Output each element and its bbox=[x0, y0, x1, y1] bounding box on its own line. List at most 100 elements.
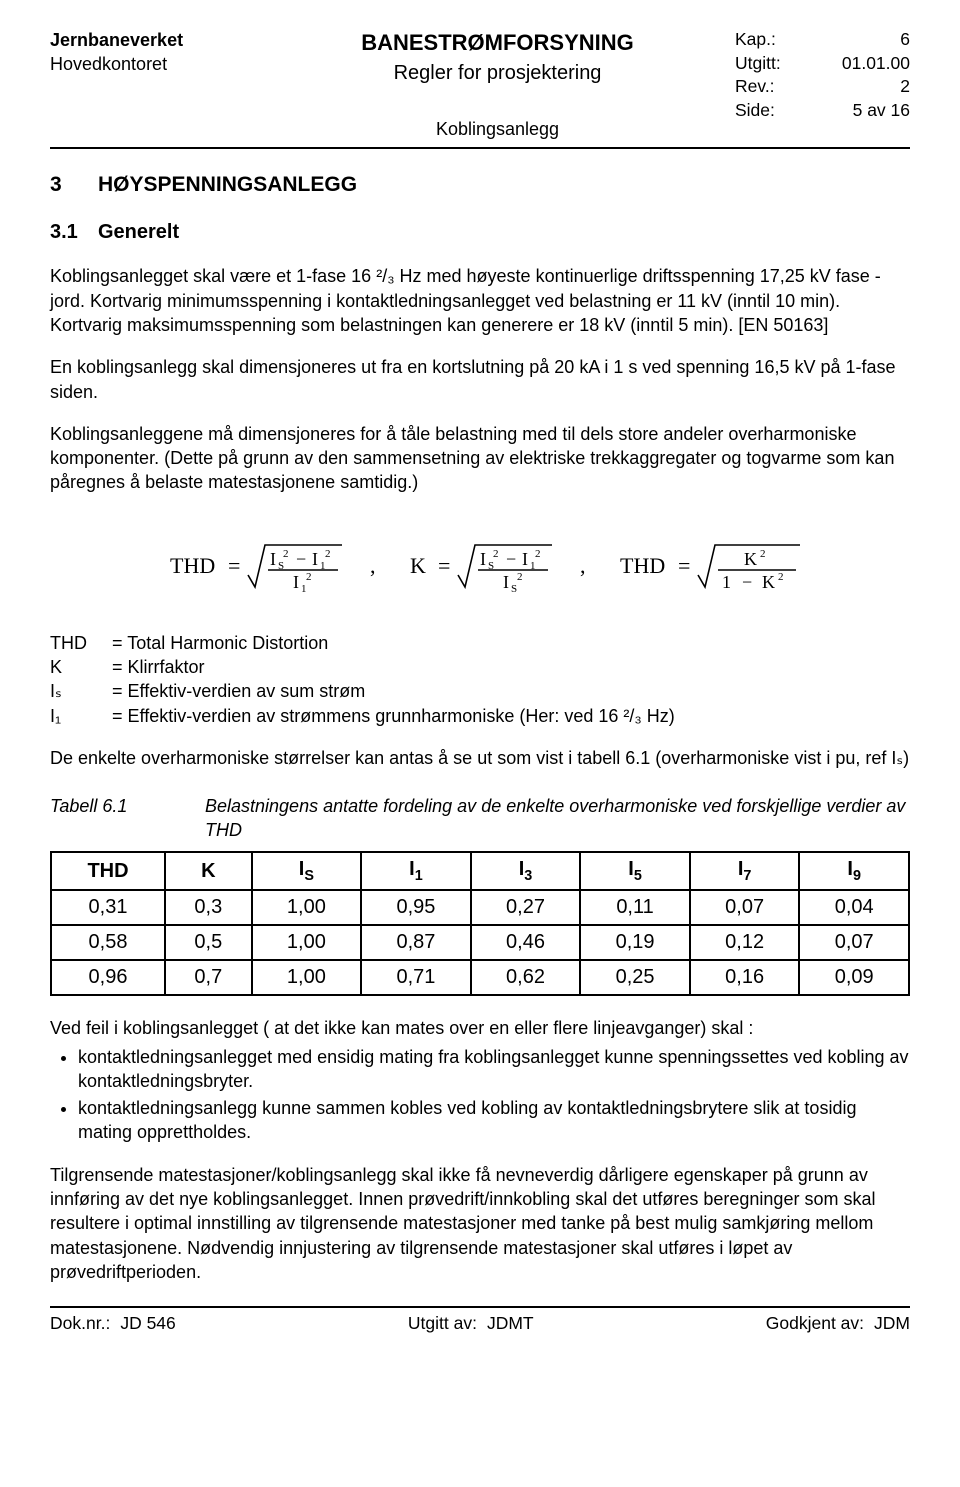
doc-title-3: Koblingsanlegg bbox=[260, 117, 735, 141]
svg-text:THD: THD bbox=[170, 553, 215, 578]
bullet-2: kontaktledningsanlegg kunne sammen koble… bbox=[78, 1096, 910, 1145]
svg-text:I: I bbox=[312, 549, 318, 569]
table-cell: 0,07 bbox=[799, 925, 909, 960]
table-cell: 0,58 bbox=[51, 925, 165, 960]
formula-block: THD = IS2 − I12 I12 , K = IS2 − I12 IS2 … bbox=[50, 525, 910, 605]
definitions-block: THD= Total Harmonic Distortion K= Klirrf… bbox=[50, 631, 910, 728]
svg-text:=: = bbox=[678, 553, 690, 578]
svg-text:−: − bbox=[742, 572, 752, 592]
table-cell: 0,25 bbox=[580, 960, 690, 995]
bullet-1: kontaktledningsanlegget med ensidig mati… bbox=[78, 1045, 910, 1094]
table-header-cell: K bbox=[165, 852, 252, 890]
rev-label: Rev.: bbox=[735, 75, 790, 99]
table-cell: 0,46 bbox=[471, 925, 581, 960]
table-cell: 0,71 bbox=[361, 960, 471, 995]
table-header-cell: I9 bbox=[799, 852, 909, 890]
doc-title-2: Regler for prosjektering bbox=[260, 60, 735, 87]
table-header-cell: THD bbox=[51, 852, 165, 890]
svg-text:THD: THD bbox=[620, 553, 665, 578]
svg-text:K: K bbox=[762, 572, 775, 592]
table-cell: 0,96 bbox=[51, 960, 165, 995]
svg-text:I: I bbox=[480, 549, 486, 569]
svg-text:1: 1 bbox=[301, 583, 307, 595]
page-footer: Dok.nr.:JD 546 Utgitt av:JDMT Godkjent a… bbox=[50, 1306, 910, 1336]
org-name: Jernbaneverket bbox=[50, 28, 260, 52]
table-cell: 0,16 bbox=[690, 960, 800, 995]
paragraph-2: En koblingsanlegg skal dimensjoneres ut … bbox=[50, 355, 910, 404]
table-header-cell: I3 bbox=[471, 852, 581, 890]
table-cell: 0,87 bbox=[361, 925, 471, 960]
table-cell: 0,12 bbox=[690, 925, 800, 960]
kap-label: Kap.: bbox=[735, 28, 790, 52]
table-row: 0,960,71,000,710,620,250,160,09 bbox=[51, 960, 909, 995]
table-cell: 0,7 bbox=[165, 960, 252, 995]
svg-text:−: − bbox=[296, 549, 306, 569]
table-cell: 0,5 bbox=[165, 925, 252, 960]
table-header-cell: I1 bbox=[361, 852, 471, 890]
svg-text:2: 2 bbox=[760, 548, 766, 560]
svg-text:2: 2 bbox=[778, 571, 784, 583]
section-heading: 3HØYSPENNINGSANLEGG bbox=[50, 171, 910, 199]
svg-text:S: S bbox=[488, 560, 494, 572]
svg-text:S: S bbox=[278, 560, 284, 572]
svg-text:I: I bbox=[522, 549, 528, 569]
utgittav-label: Utgitt av: bbox=[408, 1313, 477, 1333]
svg-text:2: 2 bbox=[306, 571, 312, 583]
svg-text:,: , bbox=[370, 553, 376, 578]
paragraph-1: Koblingsanlegget skal være et 1-fase 16 … bbox=[50, 264, 910, 337]
subsection-heading: 3.1Generelt bbox=[50, 219, 910, 246]
table-cell: 0,09 bbox=[799, 960, 909, 995]
svg-text:=: = bbox=[438, 553, 450, 578]
svg-text:I: I bbox=[503, 572, 509, 592]
doknr-value: JD 546 bbox=[120, 1313, 175, 1333]
table-caption-text: Belastningens antatte fordeling av de en… bbox=[205, 794, 910, 843]
def-i1-label: I₁ bbox=[50, 704, 112, 728]
table-cell: 1,00 bbox=[252, 925, 362, 960]
svg-text:=: = bbox=[228, 553, 240, 578]
table-cell: 1,00 bbox=[252, 890, 362, 925]
svg-text:I: I bbox=[293, 572, 299, 592]
def-is-label: Iₛ bbox=[50, 679, 112, 703]
svg-text:,: , bbox=[580, 553, 586, 578]
kap-value: 6 bbox=[900, 28, 910, 52]
header-rule bbox=[50, 147, 910, 149]
table-cell: 0,27 bbox=[471, 890, 581, 925]
svg-text:2: 2 bbox=[283, 548, 289, 560]
side-label: Side: bbox=[735, 99, 790, 123]
paragraph-6: Tilgrensende matestasjoner/koblingsanleg… bbox=[50, 1163, 910, 1284]
table-cell: 1,00 bbox=[252, 960, 362, 995]
table-caption-label: Tabell 6.1 bbox=[50, 794, 205, 843]
table-cell: 0,3 bbox=[165, 890, 252, 925]
paragraph-3: Koblingsanleggene må dimensjoneres for å… bbox=[50, 422, 910, 495]
table-cell: 0,95 bbox=[361, 890, 471, 925]
table-cell: 0,19 bbox=[580, 925, 690, 960]
table-cell: 0,04 bbox=[799, 890, 909, 925]
svg-text:−: − bbox=[506, 549, 516, 569]
table-cell: 0,62 bbox=[471, 960, 581, 995]
table-header-cell: I7 bbox=[690, 852, 800, 890]
svg-text:K: K bbox=[410, 553, 426, 578]
bullet-list: kontaktledningsanlegget med ensidig mati… bbox=[50, 1045, 910, 1145]
svg-text:2: 2 bbox=[493, 548, 499, 560]
table-cell: 0,11 bbox=[580, 890, 690, 925]
table-cell: 0,31 bbox=[51, 890, 165, 925]
godkjentav-label: Godkjent av: bbox=[766, 1313, 864, 1333]
page-header: Jernbaneverket Hovedkontoret BANESTRØMFO… bbox=[50, 28, 910, 141]
table-header-cell: IS bbox=[252, 852, 362, 890]
utgitt-label: Utgitt: bbox=[735, 52, 790, 76]
utgitt-value: 01.01.00 bbox=[842, 52, 910, 76]
def-thd-label: THD bbox=[50, 631, 112, 655]
table-row: 0,310,31,000,950,270,110,070,04 bbox=[51, 890, 909, 925]
svg-text:I: I bbox=[270, 549, 276, 569]
side-value: 5 av 16 bbox=[853, 99, 910, 123]
svg-text:2: 2 bbox=[325, 548, 331, 560]
svg-text:1: 1 bbox=[530, 560, 536, 572]
svg-text:2: 2 bbox=[517, 571, 523, 583]
def-k-label: K bbox=[50, 655, 112, 679]
doknr-label: Dok.nr.: bbox=[50, 1313, 110, 1333]
def-i1-value: = Effektiv-verdien av strømmens grunnhar… bbox=[112, 704, 675, 728]
table-cell: 0,07 bbox=[690, 890, 800, 925]
def-k-value: = Klirrfaktor bbox=[112, 655, 205, 679]
rev-value: 2 bbox=[900, 75, 910, 99]
table-caption: Tabell 6.1 Belastningens antatte fordeli… bbox=[50, 794, 910, 843]
